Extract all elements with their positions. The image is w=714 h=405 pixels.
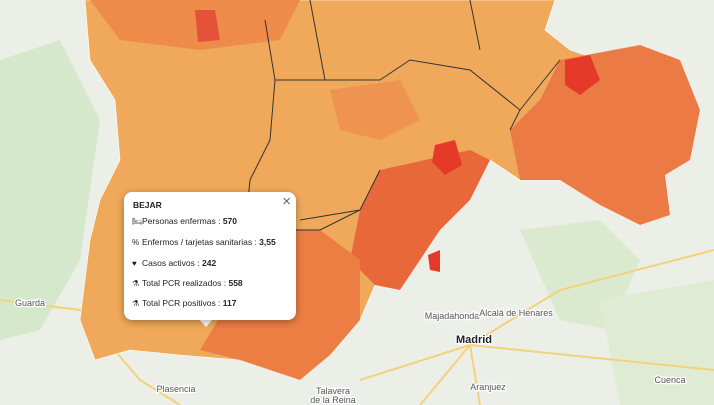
place-label: Cuenca xyxy=(654,375,685,385)
region xyxy=(195,10,220,42)
row-value: 117 xyxy=(222,298,237,308)
popup-row: ♥ Casos activos : 242 xyxy=(132,258,217,268)
popup-title: BEJAR xyxy=(133,200,162,210)
popup-row: ⚗ Total PCR positivos : 117 xyxy=(132,298,237,308)
row-label: Casos activos : xyxy=(142,258,200,268)
region xyxy=(432,140,462,175)
popup-row: ⚗ Total PCR realizados : 558 xyxy=(132,278,243,288)
green-area xyxy=(0,40,100,340)
row-label: Total PCR realizados : xyxy=(142,278,227,288)
place-label: Aranjuez xyxy=(470,382,506,392)
popup-pointer xyxy=(198,318,214,327)
row-value: 570 xyxy=(222,216,237,226)
row-value: 242 xyxy=(202,258,217,268)
row-label: Enfermos / tarjetas sanitarias : xyxy=(142,237,257,247)
close-button[interactable]: × xyxy=(282,193,291,210)
region xyxy=(330,80,420,140)
place-label: Majadahonda xyxy=(425,311,480,321)
province-border xyxy=(244,0,561,231)
region xyxy=(90,0,300,50)
popup-row: 🛏Personas enfermas : 570 xyxy=(132,216,237,226)
road xyxy=(419,249,714,405)
place-label: de la Reina xyxy=(310,395,356,405)
place-label: Guarda xyxy=(15,298,45,308)
popup-row: % Enfermos / tarjetas sanitarias : 3,55 xyxy=(132,237,276,247)
road xyxy=(359,344,714,405)
region xyxy=(565,55,600,95)
region xyxy=(510,45,700,225)
region xyxy=(428,250,440,272)
place-label: Madrid xyxy=(456,334,492,346)
green-area xyxy=(600,280,714,405)
row-label: Total PCR positivos : xyxy=(142,298,221,308)
row-value: 3,55 xyxy=(259,237,276,247)
place-label: Talavera xyxy=(316,386,350,396)
row-label: Personas enfermas : xyxy=(142,216,221,226)
place-label: Alcalá de Henares xyxy=(479,308,553,318)
place-label: Plasencia xyxy=(156,384,195,394)
row-value: 558 xyxy=(228,278,243,288)
region xyxy=(350,150,490,290)
info-popup: BEJAR × 🛏Personas enfermas : 570 % Enferm… xyxy=(124,192,296,320)
